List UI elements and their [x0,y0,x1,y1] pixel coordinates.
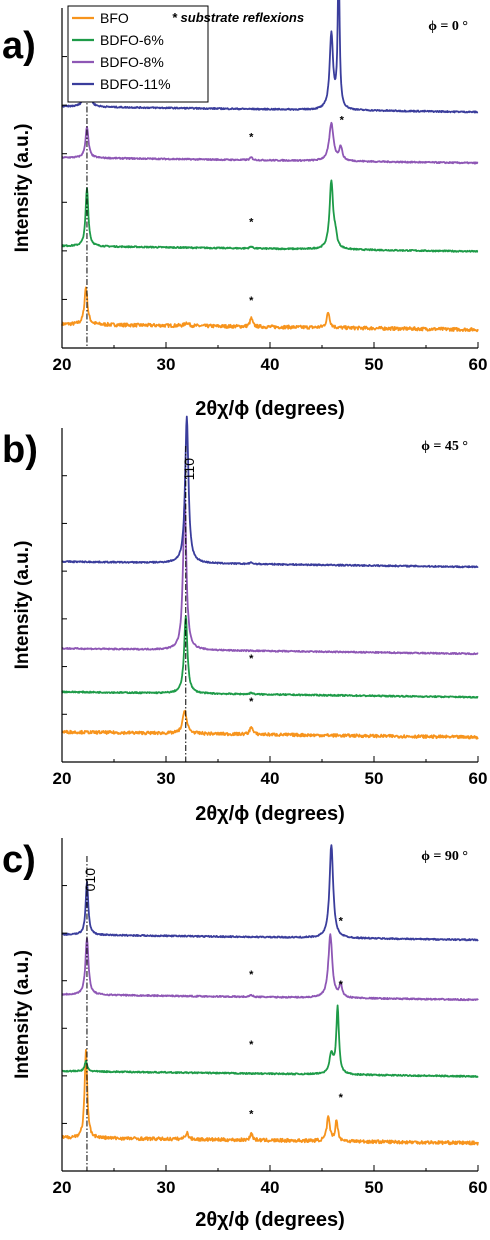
x-tick-label: 60 [469,769,488,788]
peak-label: 010 [82,868,98,892]
substrate-asterisk: * [249,969,254,981]
series-line-bdfo-6pct [61,615,479,699]
legend-box [67,5,209,103]
phi-annotation: ϕ = 0 ° [428,19,468,34]
substrate-asterisk: * [249,696,254,708]
phi-annotation: ϕ = 45 ° [421,439,468,454]
x-tick-label: 30 [157,769,176,788]
y-axis-label: Intensity (a.u.) [12,541,33,670]
series-line-bdfo-11pct [61,0,479,114]
series-line-bfo [61,286,479,333]
substrate-asterisk: * [339,1092,344,1104]
series-line-bfo [61,1049,479,1146]
y-axis-label: Intensity (a.u.) [12,124,33,253]
legend-entry: BFO [100,10,129,26]
substrate-asterisk: * [249,217,254,229]
x-tick-label: 20 [53,1178,72,1197]
x-axis-label: 2θχ/ϕ (degrees) [195,803,345,825]
legend-entry: BDFO-6% [100,32,164,48]
peak-label: 110 [181,458,197,481]
panel-letter: c) [2,839,36,881]
x-tick-label: 30 [157,1178,176,1197]
x-tick-label: 50 [365,769,384,788]
x-tick-label: 50 [365,355,384,374]
series-line-bdfo-8pct [61,121,479,165]
substrate-note: * substrate reflexions [172,10,304,25]
substrate-asterisk: * [249,132,254,144]
x-tick-label: 20 [53,769,72,788]
x-axis-label: 2θχ/ϕ (degrees) [195,398,345,420]
substrate-asterisk: * [340,115,345,127]
series-line-bdfo-6pct [61,179,479,253]
x-tick-label: 60 [469,1178,488,1197]
x-tick-label: 40 [261,355,280,374]
series-line-bdfo-8pct [61,498,479,656]
series-line-bdfo-6pct [61,1004,479,1078]
x-axis-label: 2θχ/ϕ (degrees) [195,1209,345,1231]
panel-letter: b) [2,429,38,471]
substrate-asterisk: * [339,979,344,991]
series-line-bdfo-11pct [61,415,479,569]
series-line-bfo [61,709,479,740]
x-tick-label: 40 [261,1178,280,1197]
x-tick-label: 50 [365,1178,384,1197]
legend-entry: BDFO-11% [100,76,171,92]
substrate-asterisk: * [249,295,254,307]
panel-2: 010 * * * * * * 20 30 40 50 60 2θχ/ϕ (degrees) Intens… [2,838,487,1231]
substrate-asterisk: * [249,653,254,665]
panel-1: 110 * * 20 30 40 50 60 2θχ/ϕ (degrees) Intensity … [2,415,488,825]
substrate-asterisk: * [249,1039,254,1051]
x-tick-label: 60 [469,355,488,374]
x-tick-label: 30 [157,355,176,374]
panel-letter: a) [2,25,36,67]
y-axis-label: Intensity (a.u.) [12,950,33,1079]
series-line-bdfo-8pct [61,933,479,1002]
phi-annotation: ϕ = 90 ° [421,849,468,864]
x-tick-label: 20 [53,355,72,374]
legend: BFO BDFO-6% BDFO-8% BDFO-11% * substrate ref… [67,5,304,103]
series-line-bdfo-11pct [61,844,479,942]
substrate-asterisk: * [339,916,344,928]
x-tick-label: 40 [261,769,280,788]
substrate-asterisk: * [249,1109,254,1121]
legend-entry: BDFO-8% [100,54,164,70]
